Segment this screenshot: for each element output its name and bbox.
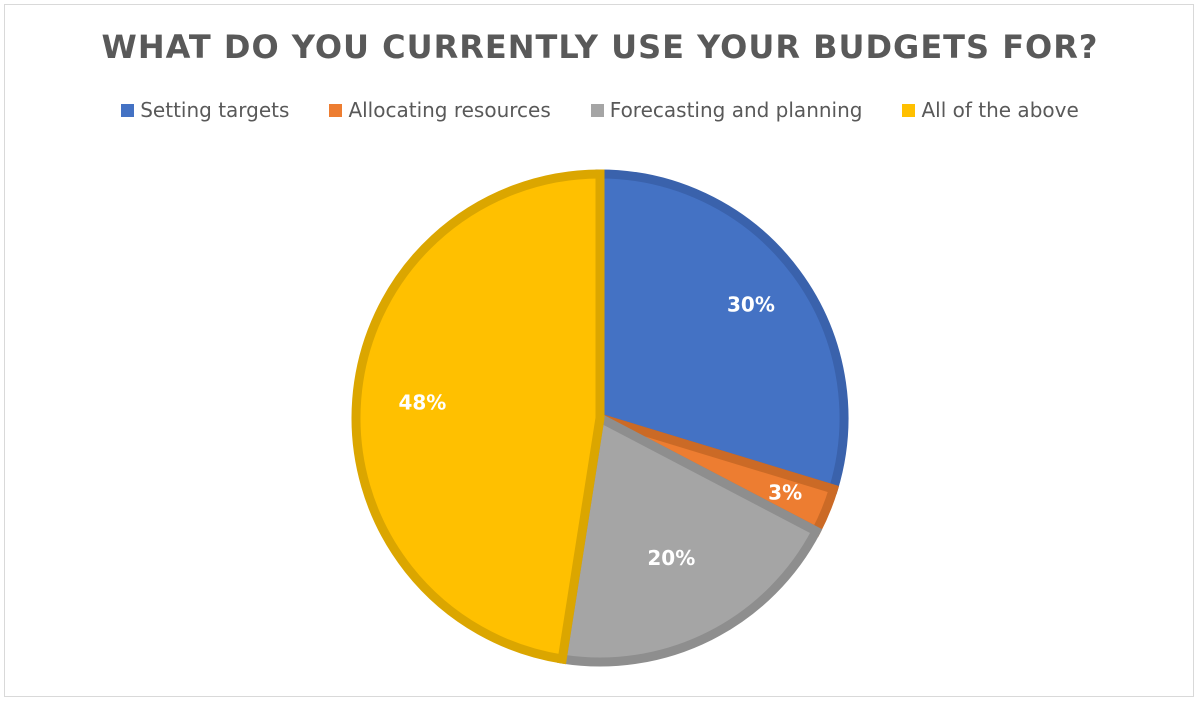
legend-label: All of the above [921, 98, 1079, 122]
pie-slice-all-of-the-above [351, 169, 605, 665]
chart-legend: Setting targets Allocating resources For… [0, 98, 1200, 122]
legend-item-all-of-the-above: All of the above [902, 98, 1079, 122]
chart-title: WHAT DO YOU CURRENTLY USE YOUR BUDGETS F… [101, 28, 1099, 66]
data-label-all-of-the-above: 48% [398, 391, 446, 415]
legend-swatch [121, 103, 135, 117]
legend-swatch [590, 103, 604, 117]
pie-slice-setting-targets [595, 169, 849, 495]
pie-slice-forecasting-and-planning [557, 411, 823, 667]
legend-swatch [902, 103, 916, 117]
data-label-allocating-resources: 3% [768, 480, 802, 504]
legend-label: Setting targets [140, 98, 290, 122]
legend-item-allocating-resources: Allocating resources [329, 98, 551, 122]
data-label-setting-targets: 30% [727, 293, 775, 317]
legend-label: Forecasting and planning [609, 98, 863, 122]
legend-item-forecasting-and-planning: Forecasting and planning [590, 98, 863, 122]
data-label-forecasting-and-planning: 20% [647, 546, 695, 570]
legend-item-setting-targets: Setting targets [121, 98, 289, 122]
legend-label: Allocating resources [348, 98, 551, 122]
legend-swatch [329, 103, 343, 117]
